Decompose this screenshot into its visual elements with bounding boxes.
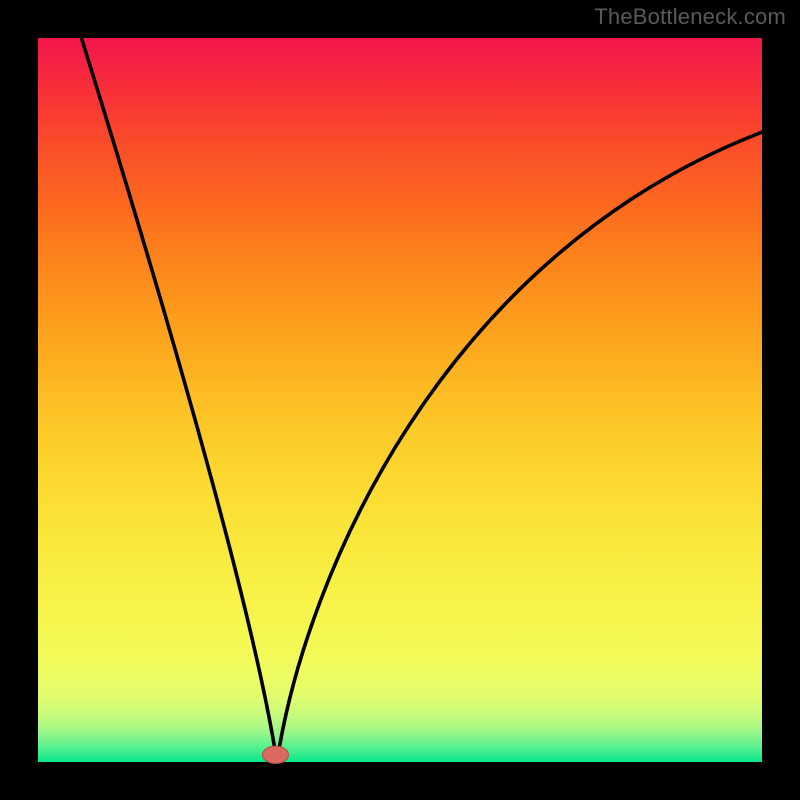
bottleneck-marker	[262, 746, 288, 763]
bottleneck-chart	[0, 0, 800, 800]
chart-gradient-bg	[38, 38, 762, 762]
chart-frame: TheBottleneck.com	[0, 0, 800, 800]
watermark-text: TheBottleneck.com	[594, 4, 786, 30]
